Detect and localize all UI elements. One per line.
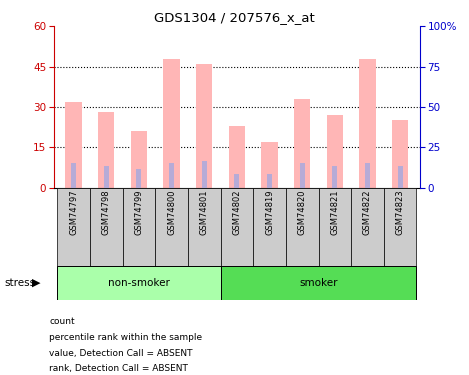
Bar bbox=[365, 164, 370, 188]
Bar bbox=[196, 64, 212, 188]
Bar bbox=[253, 188, 286, 266]
Bar bbox=[294, 99, 310, 188]
Bar bbox=[333, 166, 337, 188]
Bar bbox=[286, 188, 318, 266]
Bar bbox=[384, 188, 416, 266]
Text: GSM74802: GSM74802 bbox=[232, 190, 242, 236]
Bar bbox=[71, 164, 76, 188]
Text: GSM74800: GSM74800 bbox=[167, 190, 176, 236]
Bar bbox=[57, 188, 90, 266]
Text: GSM74821: GSM74821 bbox=[330, 190, 340, 236]
Bar bbox=[300, 164, 305, 188]
Bar bbox=[318, 188, 351, 266]
Bar bbox=[267, 174, 272, 188]
Bar bbox=[136, 169, 141, 188]
Text: smoker: smoker bbox=[299, 278, 338, 288]
Bar bbox=[202, 160, 207, 188]
Bar bbox=[261, 142, 278, 188]
Bar bbox=[188, 188, 220, 266]
Bar bbox=[163, 58, 180, 188]
Bar bbox=[351, 188, 384, 266]
Bar bbox=[131, 131, 147, 188]
Bar bbox=[98, 112, 114, 188]
Text: GSM74798: GSM74798 bbox=[102, 190, 111, 236]
Bar bbox=[122, 188, 155, 266]
Text: GSM74801: GSM74801 bbox=[200, 190, 209, 236]
Text: stress: stress bbox=[5, 278, 36, 288]
Text: rank, Detection Call = ABSENT: rank, Detection Call = ABSENT bbox=[49, 364, 188, 374]
Text: ▶: ▶ bbox=[32, 278, 40, 288]
Bar bbox=[234, 174, 239, 188]
Text: GDS1304 / 207576_x_at: GDS1304 / 207576_x_at bbox=[154, 11, 315, 24]
Text: percentile rank within the sample: percentile rank within the sample bbox=[49, 333, 202, 342]
Text: count: count bbox=[49, 317, 75, 326]
Text: non-smoker: non-smoker bbox=[108, 278, 170, 288]
Text: GSM74823: GSM74823 bbox=[396, 190, 405, 236]
Text: GSM74822: GSM74822 bbox=[363, 190, 372, 236]
Bar bbox=[169, 164, 174, 188]
Bar bbox=[155, 188, 188, 266]
Bar bbox=[398, 166, 402, 188]
Bar bbox=[359, 58, 376, 188]
Bar bbox=[90, 188, 122, 266]
Text: GSM74797: GSM74797 bbox=[69, 190, 78, 236]
Bar bbox=[65, 102, 82, 188]
Bar bbox=[220, 188, 253, 266]
Bar bbox=[392, 120, 408, 188]
Bar bbox=[220, 266, 416, 300]
Bar bbox=[57, 266, 220, 300]
Text: value, Detection Call = ABSENT: value, Detection Call = ABSENT bbox=[49, 349, 193, 358]
Text: GSM74799: GSM74799 bbox=[134, 190, 144, 236]
Bar bbox=[229, 126, 245, 188]
Text: GSM74819: GSM74819 bbox=[265, 190, 274, 236]
Text: GSM74820: GSM74820 bbox=[298, 190, 307, 236]
Bar bbox=[327, 115, 343, 188]
Bar bbox=[104, 166, 109, 188]
